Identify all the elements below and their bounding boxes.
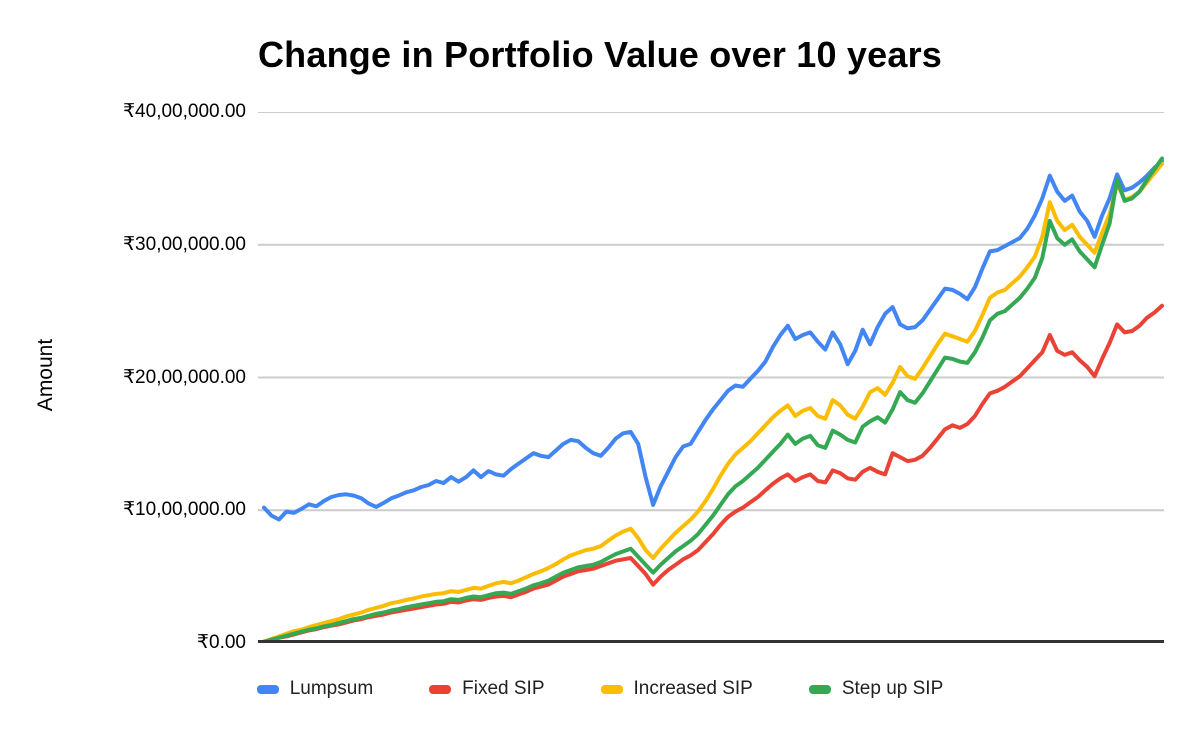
y-tick-label: ₹20,00,000.00 [122,366,246,388]
legend-swatch-icon [429,684,452,694]
legend-label: Increased SIP [633,678,753,699]
series-line-lumpsum [262,159,1164,522]
legend-swatch-icon [256,684,279,694]
series-line-increased-sip [262,161,1164,643]
chart-legend: Lumpsum Fixed SIP Increased SIP Step up SIP [0,678,1200,700]
y-tick-label: ₹0.00 [196,632,246,653]
legend-label: Step up SIP [841,678,944,699]
legend-item-increased-sip: Increased SIP [600,678,753,700]
legend-label: Lumpsum [289,678,374,699]
series-line-fixed-sip [262,303,1164,643]
chart-title: Change in Portfolio Value over 10 years [257,34,943,75]
legend-swatch-icon [808,684,831,694]
legend-label: Fixed SIP [462,678,545,699]
legend-item-lumpsum: Lumpsum [256,678,374,700]
legend-swatch-icon [600,684,623,694]
legend-item-fixed-sip: Fixed SIP [429,678,545,700]
plot-area [258,112,1164,643]
y-tick-label: ₹40,00,000.00 [122,101,246,122]
y-tick-label: ₹30,00,000.00 [122,233,246,255]
legend-item-step-up-sip: Step up SIP [808,678,944,700]
y-tick-label: ₹10,00,000.00 [122,499,246,521]
series-line-step-up-sip [262,156,1164,643]
